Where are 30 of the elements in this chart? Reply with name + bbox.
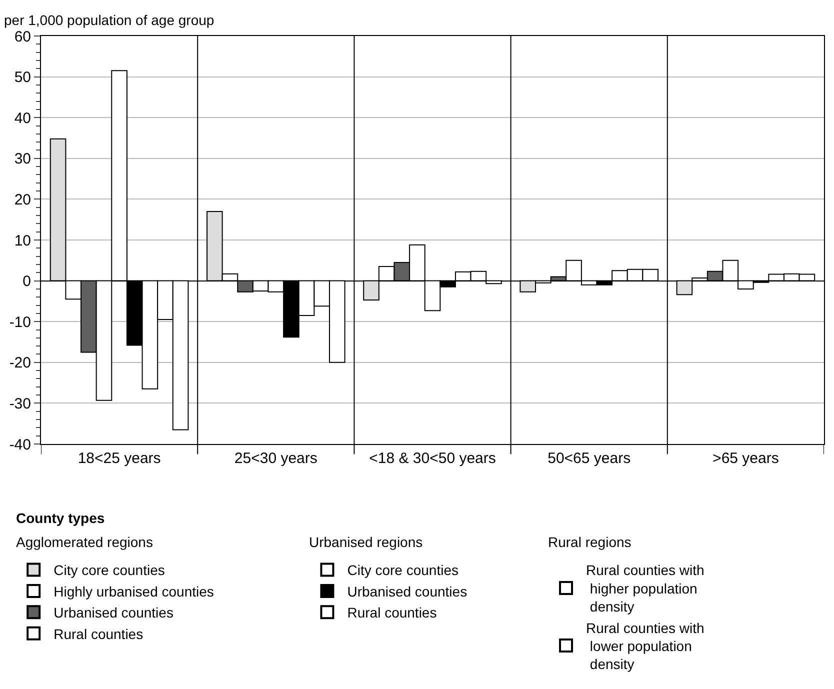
- legend-label: Rural counties: [54, 626, 144, 642]
- y-tick-label: -20: [9, 354, 31, 372]
- x-tick-label: 18<25 years: [78, 450, 161, 467]
- text: Urbanised regions: [309, 534, 423, 550]
- y-tick-label: 50: [14, 69, 31, 86]
- y-tick-label: 60: [14, 28, 31, 46]
- y-tick-label: 30: [14, 150, 31, 168]
- legend-label: Urbanised counties: [347, 583, 468, 600]
- legend-label: City core counties: [54, 562, 165, 578]
- y-tick-label: -40: [9, 436, 31, 454]
- y-tick-label: -10: [9, 314, 31, 331]
- y-axis-title: per 1,000 population of age group: [4, 12, 214, 28]
- text: Agglomerated regions: [16, 534, 153, 550]
- y-tick-label: 0: [22, 273, 31, 290]
- x-tick-label: >65 years: [712, 450, 779, 467]
- legend-label: Rural counties with lower population density: [586, 620, 704, 672]
- y-tick-label: -30: [9, 395, 31, 412]
- y-tick-label: 20: [14, 191, 31, 208]
- legend-label: Rural counties: [347, 604, 437, 621]
- text: Rural regions: [548, 534, 632, 550]
- x-tick-label: <18 & 30<50 years: [369, 450, 496, 467]
- legend-label: Urbanised counties: [54, 604, 174, 621]
- legend-label: Rural counties with higher population density: [586, 562, 704, 615]
- legend-label: Highly urbanised counties: [54, 583, 214, 600]
- y-tick-label: 10: [14, 232, 31, 250]
- legend-label: City core counties: [347, 562, 458, 578]
- y-tick-label: 40: [14, 110, 31, 127]
- x-tick-label: 25<30 years: [234, 450, 318, 467]
- legend-title: County types: [16, 510, 105, 526]
- x-tick-label: 50<65 years: [548, 450, 631, 467]
